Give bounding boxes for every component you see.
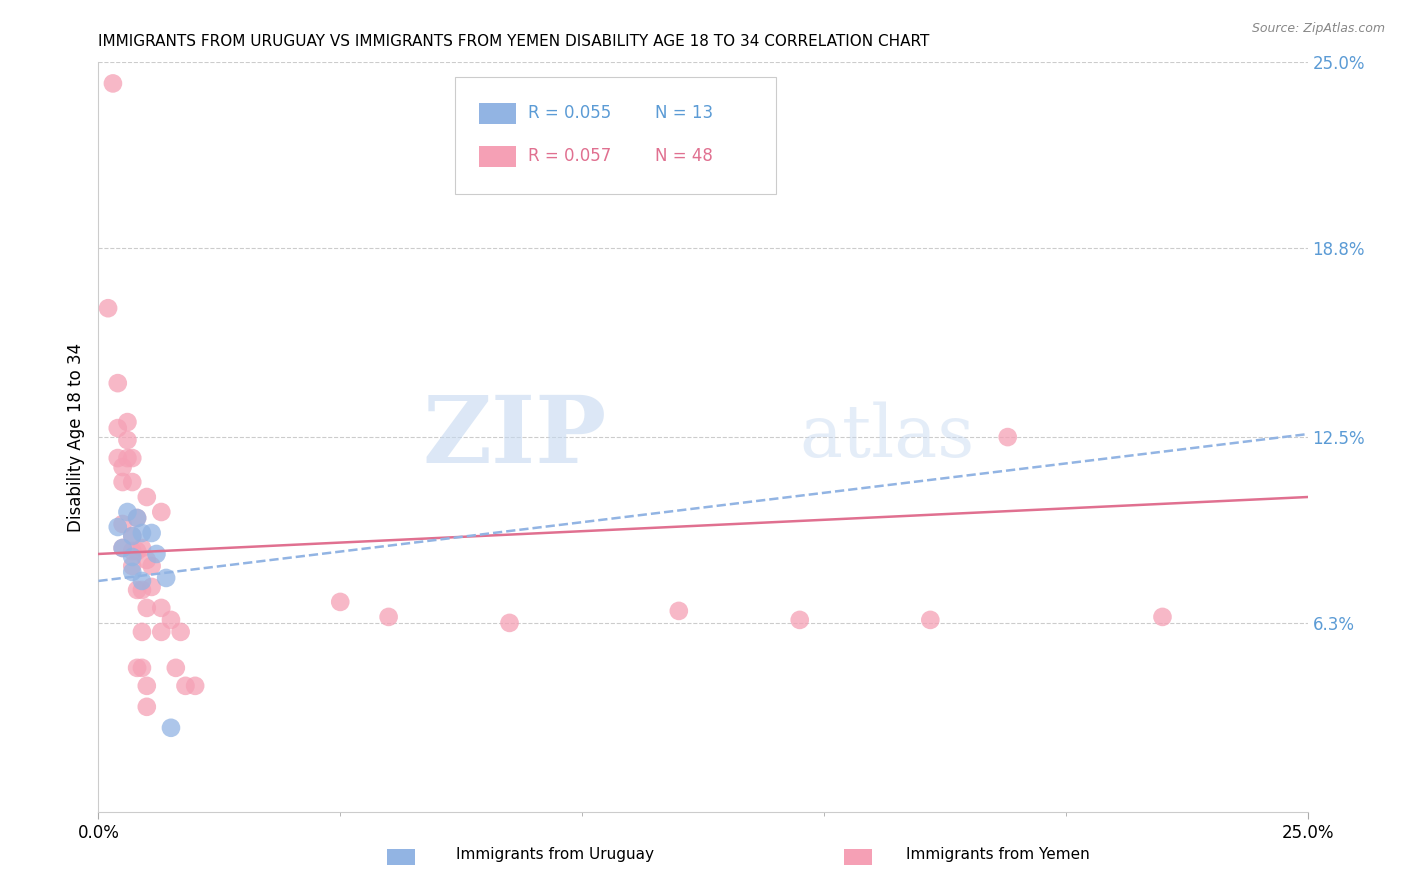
Point xyxy=(117,505,139,519)
Text: N = 13: N = 13 xyxy=(655,104,713,122)
Point xyxy=(107,421,129,435)
Point xyxy=(160,613,183,627)
Point xyxy=(127,511,149,525)
Point xyxy=(150,601,173,615)
Point xyxy=(155,571,177,585)
Point xyxy=(131,582,153,597)
Text: Immigrants from Yemen: Immigrants from Yemen xyxy=(907,847,1090,862)
Point xyxy=(184,679,207,693)
Point xyxy=(121,565,143,579)
Point xyxy=(111,541,134,555)
Point xyxy=(121,475,143,489)
Point xyxy=(121,549,143,564)
Point xyxy=(107,451,129,466)
Point xyxy=(150,505,173,519)
Text: Immigrants from Uruguay: Immigrants from Uruguay xyxy=(457,847,654,862)
Point xyxy=(121,529,143,543)
Point xyxy=(111,541,134,555)
Point xyxy=(111,475,134,489)
Point xyxy=(141,558,163,573)
Text: N = 48: N = 48 xyxy=(655,147,713,165)
Text: R = 0.057: R = 0.057 xyxy=(527,147,612,165)
Point xyxy=(117,451,139,466)
Point xyxy=(107,520,129,534)
Point xyxy=(121,544,143,558)
Point xyxy=(150,624,173,639)
Point xyxy=(377,610,399,624)
Point xyxy=(165,661,187,675)
Point xyxy=(127,582,149,597)
Point xyxy=(131,574,153,588)
Point xyxy=(789,613,811,627)
Point xyxy=(111,516,134,531)
Point xyxy=(121,529,143,543)
Point xyxy=(117,415,139,429)
Point xyxy=(135,490,157,504)
Point xyxy=(127,661,149,675)
Point xyxy=(131,526,153,541)
Point xyxy=(127,511,149,525)
Point xyxy=(145,547,167,561)
Point xyxy=(1152,610,1174,624)
Text: Source: ZipAtlas.com: Source: ZipAtlas.com xyxy=(1251,22,1385,36)
Point xyxy=(668,604,690,618)
Point xyxy=(135,679,157,693)
Point xyxy=(131,624,153,639)
Point xyxy=(160,721,183,735)
Point xyxy=(920,613,942,627)
Point xyxy=(131,661,153,675)
Y-axis label: Disability Age 18 to 34: Disability Age 18 to 34 xyxy=(66,343,84,532)
Point xyxy=(997,430,1019,444)
Text: R = 0.055: R = 0.055 xyxy=(527,104,612,122)
FancyBboxPatch shape xyxy=(456,78,776,194)
Point xyxy=(121,451,143,466)
Point xyxy=(141,526,163,541)
Point xyxy=(135,601,157,615)
Point xyxy=(498,615,520,630)
FancyBboxPatch shape xyxy=(479,145,516,167)
Point xyxy=(174,679,197,693)
Point xyxy=(101,77,124,91)
Point xyxy=(97,301,120,316)
FancyBboxPatch shape xyxy=(479,103,516,124)
Point xyxy=(169,624,191,639)
Point xyxy=(131,541,153,555)
Point xyxy=(121,558,143,573)
Text: IMMIGRANTS FROM URUGUAY VS IMMIGRANTS FROM YEMEN DISABILITY AGE 18 TO 34 CORRELA: IMMIGRANTS FROM URUGUAY VS IMMIGRANTS FR… xyxy=(98,34,929,49)
Point xyxy=(135,553,157,567)
Point xyxy=(107,376,129,391)
Point xyxy=(127,544,149,558)
Point xyxy=(111,460,134,475)
Point xyxy=(329,595,352,609)
Text: ZIP: ZIP xyxy=(422,392,606,482)
Point xyxy=(117,433,139,447)
Text: atlas: atlas xyxy=(800,401,976,473)
Point xyxy=(135,699,157,714)
Point xyxy=(141,580,163,594)
